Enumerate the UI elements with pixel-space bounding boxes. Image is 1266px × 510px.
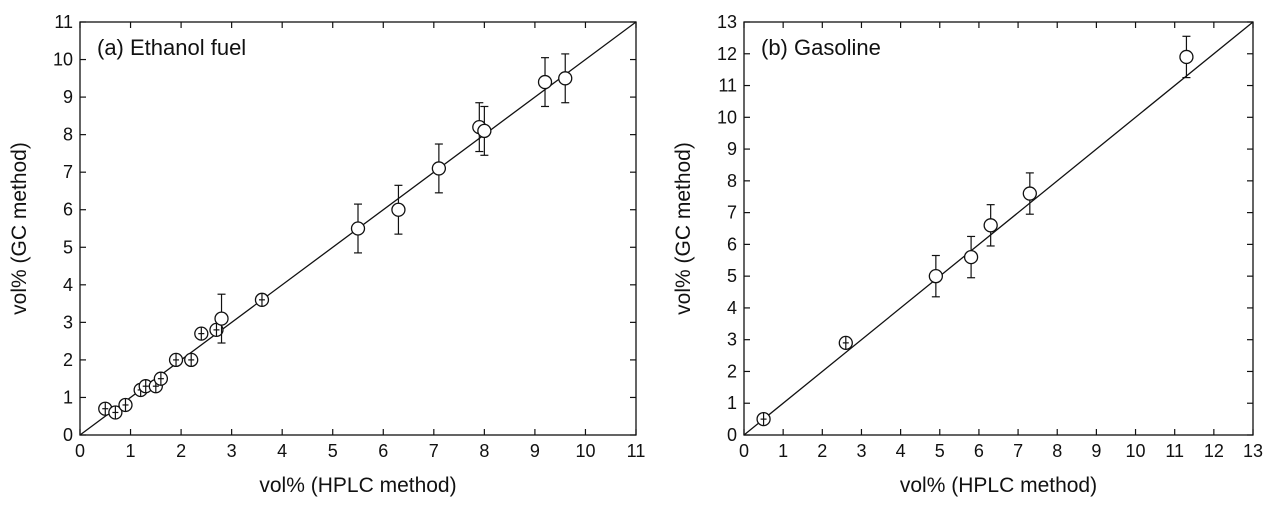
data-point: [983, 204, 998, 247]
data-point: [477, 105, 492, 156]
data-point: [153, 371, 169, 386]
x-tick-label: 0: [739, 441, 749, 461]
y-tick-label: 10: [53, 50, 73, 70]
data-point: [963, 235, 979, 279]
marker: [558, 71, 573, 86]
marker: [1179, 49, 1194, 65]
data-point: [431, 143, 447, 194]
marker: [391, 202, 406, 217]
panel-ethanol-fuel: 0 1 2 3 4 5 6 7 8 9 10 11 0 1 2 3 4 5 6 7 8 9 10 11 (a) Ethanol …: [8, 12, 645, 497]
x-tick-label: 12: [1204, 441, 1224, 461]
plot-frame: [79, 21, 637, 436]
data-point: [254, 292, 270, 307]
y-tick-label: 7: [63, 162, 73, 182]
reference-line: [743, 21, 1254, 436]
x-tick-label: 2: [817, 441, 827, 461]
x-tick-label: 6: [974, 441, 984, 461]
data-point: [194, 326, 209, 341]
data-point: [350, 203, 366, 254]
plot-frame: [743, 21, 1254, 436]
x-tick-label: 11: [627, 441, 646, 461]
x-tick-label: 8: [479, 441, 489, 461]
y-tick-label: 4: [727, 298, 737, 318]
y-tick-label: 10: [717, 107, 737, 127]
data-point: [838, 335, 853, 351]
x-tick-label: 11: [1165, 441, 1184, 461]
y-tick-label: 2: [727, 361, 737, 381]
y-tick-label: 5: [727, 266, 737, 286]
x-tick-label: 4: [896, 441, 906, 461]
y-tick-label: 11: [718, 76, 737, 96]
y-tick-label: 2: [63, 350, 73, 370]
y-tick-label: 0: [63, 425, 73, 445]
panel-gasoline: 0 1 2 3 4 5 6 7 8 9 10 11 12 13012345678910111213(b) …: [672, 12, 1263, 497]
x-tick-label: 9: [530, 441, 540, 461]
panel-label: (b) Gasoline: [761, 35, 881, 60]
y-tick-label: 6: [63, 200, 73, 220]
y-tick-label: 3: [63, 312, 73, 332]
y-tick-label: 7: [727, 203, 737, 223]
data-point: [118, 397, 133, 413]
marker: [983, 218, 998, 233]
x-tick-label: 9: [1091, 441, 1101, 461]
data-point: [168, 352, 184, 368]
y-tick-label: 11: [54, 12, 73, 32]
y-tick-label: 8: [63, 125, 73, 145]
y-axis-title: vol% (GC method): [672, 142, 695, 315]
x-tick-label: 13: [1243, 441, 1263, 461]
data-point: [928, 254, 944, 298]
data-point: [108, 405, 123, 420]
data-point: [756, 411, 771, 427]
data-point: [214, 293, 229, 344]
y-tick-label: 6: [727, 234, 737, 254]
x-tick-label: 3: [856, 441, 866, 461]
data-point: [391, 184, 406, 235]
data-point: [1022, 172, 1037, 215]
marker: [350, 221, 366, 236]
x-tick-label: 1: [778, 441, 788, 461]
x-tick-label: 8: [1052, 441, 1062, 461]
x-tick-label: 5: [935, 441, 945, 461]
x-tick-label: 10: [1126, 441, 1146, 461]
y-tick-label: 4: [63, 275, 73, 295]
y-tick-label: 13: [717, 12, 737, 32]
marker: [537, 74, 553, 90]
y-tick-label: 8: [727, 171, 737, 191]
x-tick-label: 5: [328, 441, 338, 461]
y-tick-label: 12: [717, 44, 737, 64]
data-point: [1179, 35, 1194, 79]
x-tick-label: 7: [1013, 441, 1023, 461]
x-tick-label: 0: [75, 441, 85, 461]
x-tick-label: 6: [378, 441, 388, 461]
marker: [431, 161, 447, 176]
marker: [1022, 186, 1037, 201]
marker: [928, 269, 944, 284]
y-tick-label: 9: [727, 139, 737, 159]
data-point: [184, 352, 199, 368]
x-tick-label: 1: [126, 441, 136, 461]
data-point: [558, 53, 573, 104]
x-tick-label: 3: [227, 441, 237, 461]
x-tick-label: 10: [575, 441, 595, 461]
y-tick-label: 5: [63, 237, 73, 257]
marker: [963, 249, 979, 265]
x-tick-label: 7: [429, 441, 439, 461]
y-tick-label: 3: [727, 330, 737, 350]
x-axis-title: vol% (HPLC method): [259, 474, 456, 497]
x-axis-title: vol% (HPLC method): [900, 474, 1097, 497]
x-tick-label: 4: [277, 441, 287, 461]
y-tick-label: 0: [727, 425, 737, 445]
marker: [214, 311, 229, 326]
y-tick-label: 1: [727, 393, 737, 413]
panel-label: (a) Ethanol fuel: [97, 35, 246, 60]
y-tick-label: 1: [63, 387, 73, 407]
data-point: [537, 57, 553, 108]
y-axis-title: vol% (GC method): [8, 142, 31, 315]
x-tick-label: 2: [176, 441, 186, 461]
y-tick-label: 9: [63, 87, 73, 107]
marker: [477, 123, 492, 139]
